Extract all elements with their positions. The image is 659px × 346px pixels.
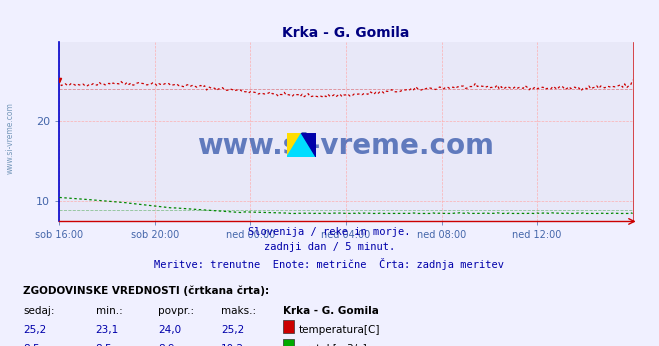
Polygon shape (287, 133, 316, 157)
Text: www.si-vreme.com: www.si-vreme.com (5, 102, 14, 174)
Polygon shape (302, 133, 316, 157)
Text: min.:: min.: (96, 306, 123, 316)
Text: temperatura[C]: temperatura[C] (299, 325, 380, 335)
Text: maks.:: maks.: (221, 306, 256, 316)
Polygon shape (287, 133, 302, 157)
Text: 8,5: 8,5 (23, 344, 40, 346)
Text: pretok[m3/s]: pretok[m3/s] (299, 344, 366, 346)
Text: sedaj:: sedaj: (23, 306, 55, 316)
Text: 23,1: 23,1 (96, 325, 119, 335)
Text: 24,0: 24,0 (158, 325, 181, 335)
Text: 10,2: 10,2 (221, 344, 244, 346)
Text: Slovenija / reke in morje.: Slovenija / reke in morje. (248, 227, 411, 237)
Text: 25,2: 25,2 (221, 325, 244, 335)
Text: 25,2: 25,2 (23, 325, 46, 335)
Title: Krka - G. Gomila: Krka - G. Gomila (282, 26, 410, 40)
Text: Krka - G. Gomila: Krka - G. Gomila (283, 306, 379, 316)
Text: zadnji dan / 5 minut.: zadnji dan / 5 minut. (264, 242, 395, 252)
Text: ZGODOVINSKE VREDNOSTI (črtkana črta):: ZGODOVINSKE VREDNOSTI (črtkana črta): (23, 285, 269, 296)
Text: www.si-vreme.com: www.si-vreme.com (198, 132, 494, 160)
Text: 8,5: 8,5 (96, 344, 112, 346)
Text: povpr.:: povpr.: (158, 306, 194, 316)
Text: 8,9: 8,9 (158, 344, 175, 346)
Text: Meritve: trenutne  Enote: metrične  Črta: zadnja meritev: Meritve: trenutne Enote: metrične Črta: … (154, 258, 505, 270)
